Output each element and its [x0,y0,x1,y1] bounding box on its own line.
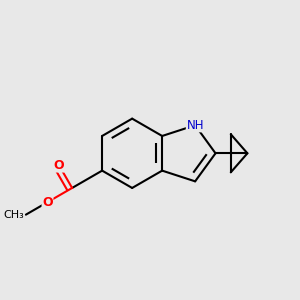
Text: NH: NH [186,119,204,132]
Text: O: O [54,159,64,172]
Text: CH₃: CH₃ [4,210,24,220]
Text: O: O [42,196,53,209]
